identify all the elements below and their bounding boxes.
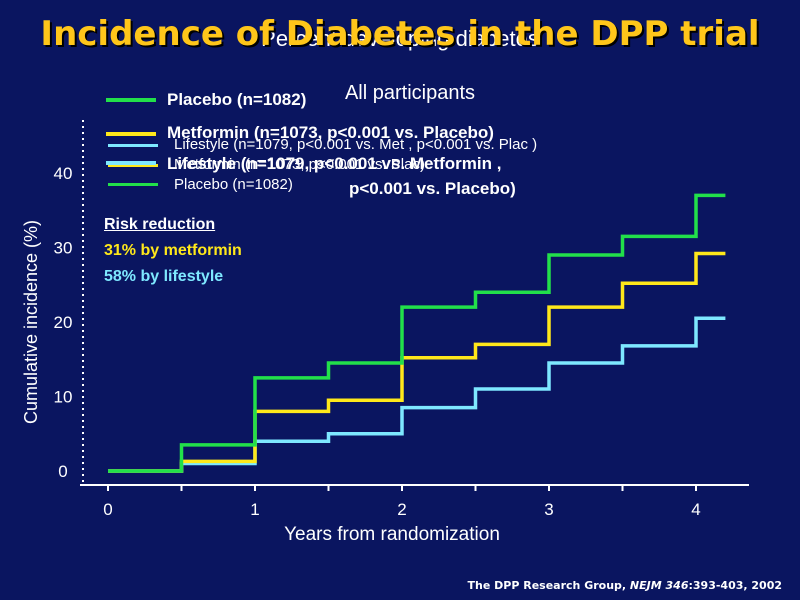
series-line-2 bbox=[108, 316, 726, 473]
y-tick-label: 10 bbox=[54, 388, 73, 407]
legend-entry-placebo: Placebo (n=1082) bbox=[167, 90, 307, 109]
chart-subtitle: All participants bbox=[344, 82, 476, 104]
y-tick-label: 30 bbox=[54, 239, 73, 258]
legend-entry-lifestyle: Lifestyle (n=1079, p<0.001 vs. Metformin… bbox=[167, 154, 502, 173]
legend-entry-lifestyle: Lifestyle (n=1079, p<0.001 vs. Met , p<0… bbox=[174, 136, 538, 153]
x-tick-label: 4 bbox=[691, 500, 700, 519]
x-tick-label: 0 bbox=[103, 500, 112, 519]
y-tick-label: 40 bbox=[54, 164, 73, 183]
series-line-1 bbox=[108, 251, 726, 473]
legend-entry-metformin: Metformin (n=1073, p<0.001 vs. Plac) bbox=[174, 156, 425, 173]
risk-reduction-box: Risk reduction 31% by metformin 58% by l… bbox=[104, 212, 242, 290]
x-tick-label: 2 bbox=[397, 500, 406, 519]
citation-suffix: :393-403, 2002 bbox=[688, 579, 782, 592]
slide-title: Incidence of Diabetes in the DPP trial bbox=[40, 14, 760, 54]
legend-swatch-lifestyle bbox=[106, 161, 156, 165]
legend-entry-lifestyle-line2: p<0.001 vs. Placebo) bbox=[349, 179, 516, 198]
series-line-0 bbox=[108, 193, 726, 473]
legend-swatch-lifestyle bbox=[108, 144, 158, 147]
citation: The DPP Research Group, NEJM 346:393-403… bbox=[468, 579, 782, 592]
x-tick-label: 1 bbox=[250, 500, 259, 519]
x-axis-label: Years from randomization bbox=[284, 524, 500, 545]
chart-series bbox=[108, 193, 726, 473]
legend-swatch-placebo bbox=[108, 183, 158, 186]
risk-reduction-lifestyle: 58% by lifestyle bbox=[104, 268, 224, 285]
legend-entry-placebo: Placebo (n=1082) bbox=[174, 176, 293, 193]
citation-prefix: The DPP Research Group, bbox=[467, 579, 630, 592]
risk-reduction-metformin: 31% by metformin bbox=[104, 242, 242, 259]
y-tick-label: 20 bbox=[54, 313, 73, 332]
legend-entry-metformin: Metformin (n=1073, p<0.001 vs. Placebo) bbox=[167, 123, 494, 142]
risk-reduction-heading: Risk reduction bbox=[104, 216, 216, 233]
legend-swatch-metformin bbox=[108, 164, 158, 167]
y-axis-label: Cumulative incidence (%) bbox=[21, 220, 41, 424]
y-tick-label: 0 bbox=[58, 462, 67, 481]
x-tick-label: 3 bbox=[544, 500, 553, 519]
citation-journal: NEJM bbox=[629, 579, 662, 592]
legend-swatch-metformin bbox=[106, 132, 156, 136]
chart-title: Percent developing diabetes bbox=[261, 26, 539, 51]
citation-volume: 346 bbox=[661, 579, 689, 592]
legend-swatch-placebo bbox=[106, 98, 156, 102]
